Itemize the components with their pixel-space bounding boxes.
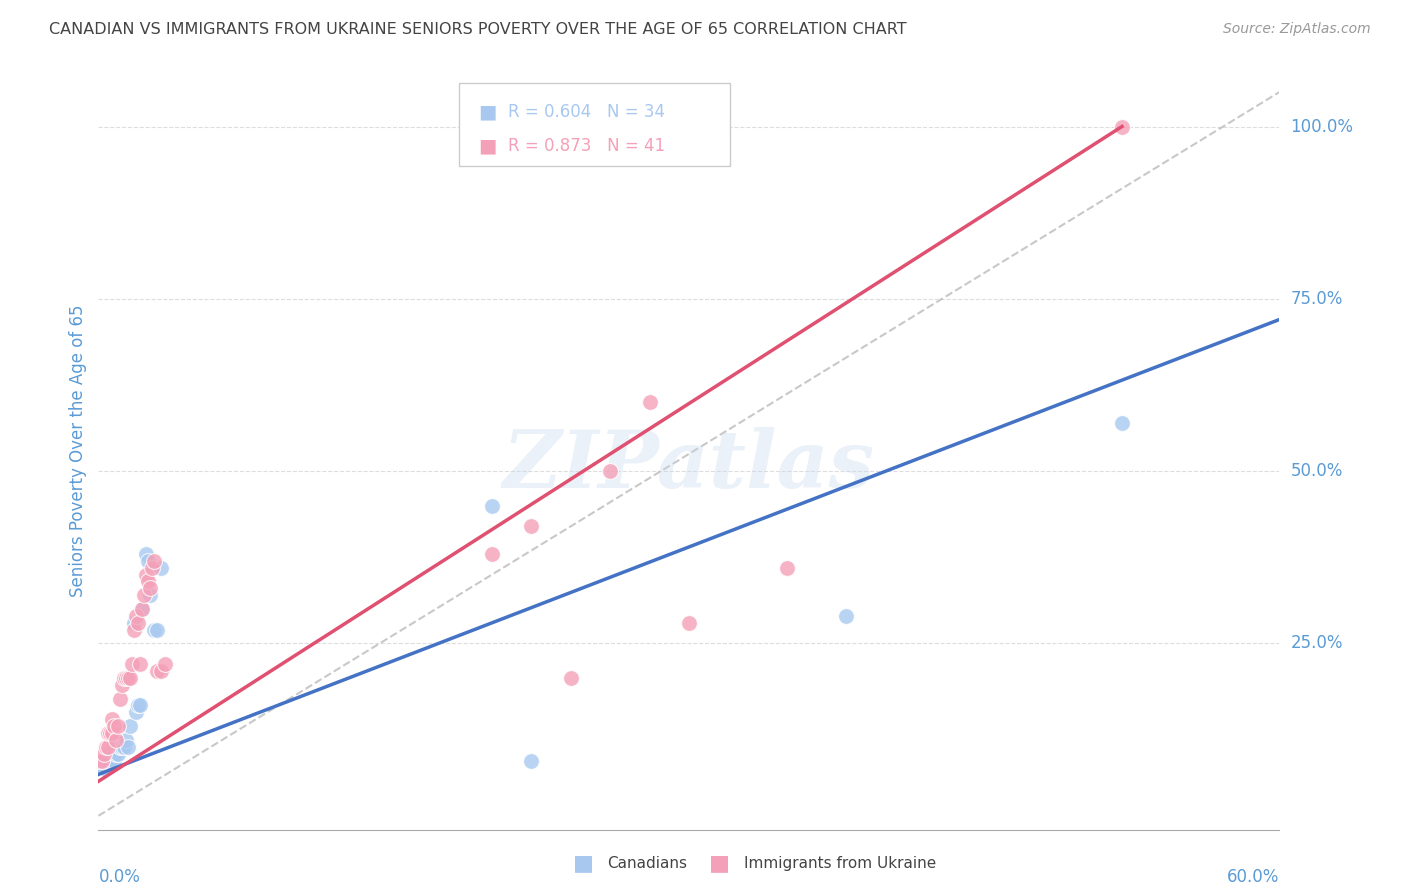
Point bbox=[155, 657, 177, 672]
Point bbox=[89, 760, 111, 774]
Point bbox=[125, 608, 148, 623]
Point bbox=[678, 615, 700, 630]
Point bbox=[91, 754, 114, 768]
Point bbox=[138, 588, 160, 602]
Point bbox=[97, 726, 120, 740]
Text: 0.0%: 0.0% bbox=[98, 869, 141, 887]
Point bbox=[599, 464, 621, 478]
Point bbox=[118, 671, 141, 685]
Point bbox=[91, 754, 114, 768]
Text: ■: ■ bbox=[478, 102, 498, 121]
Point bbox=[146, 623, 169, 637]
Point bbox=[141, 560, 163, 574]
Point bbox=[776, 560, 799, 574]
Point bbox=[136, 574, 159, 589]
Point bbox=[117, 671, 139, 685]
Text: ■: ■ bbox=[574, 854, 593, 873]
Point bbox=[142, 554, 165, 568]
Text: 60.0%: 60.0% bbox=[1227, 869, 1279, 887]
Point bbox=[118, 719, 141, 733]
Text: CANADIAN VS IMMIGRANTS FROM UKRAINE SENIORS POVERTY OVER THE AGE OF 65 CORRELATI: CANADIAN VS IMMIGRANTS FROM UKRAINE SENI… bbox=[49, 22, 907, 37]
Point bbox=[122, 623, 145, 637]
Y-axis label: Seniors Poverty Over the Age of 65: Seniors Poverty Over the Age of 65 bbox=[69, 304, 87, 597]
Point bbox=[132, 588, 155, 602]
Point bbox=[96, 739, 118, 754]
Point bbox=[135, 547, 157, 561]
Point bbox=[98, 726, 121, 740]
Point bbox=[128, 698, 150, 713]
Point bbox=[93, 747, 115, 761]
Point bbox=[107, 719, 129, 733]
Text: ■: ■ bbox=[478, 136, 498, 155]
Point bbox=[96, 754, 118, 768]
Point bbox=[89, 754, 111, 768]
Text: Canadians: Canadians bbox=[607, 856, 688, 871]
Point bbox=[98, 747, 121, 761]
Point bbox=[127, 615, 149, 630]
Text: 50.0%: 50.0% bbox=[1291, 462, 1343, 480]
Point bbox=[142, 623, 165, 637]
Point bbox=[520, 519, 543, 533]
Text: ■: ■ bbox=[710, 854, 730, 873]
Point bbox=[481, 499, 503, 513]
Point bbox=[93, 760, 115, 774]
Point bbox=[1111, 120, 1133, 134]
Point bbox=[111, 678, 134, 692]
Point bbox=[105, 733, 128, 747]
Point bbox=[97, 739, 120, 754]
Point bbox=[1111, 416, 1133, 430]
Text: 25.0%: 25.0% bbox=[1291, 634, 1343, 652]
Text: Immigrants from Ukraine: Immigrants from Ukraine bbox=[744, 856, 936, 871]
Point bbox=[131, 602, 153, 616]
Point bbox=[112, 671, 135, 685]
Point bbox=[107, 747, 129, 761]
Point bbox=[103, 719, 125, 733]
Point bbox=[111, 739, 134, 754]
Point bbox=[481, 547, 503, 561]
Point bbox=[117, 739, 139, 754]
FancyBboxPatch shape bbox=[458, 83, 730, 166]
Text: R = 0.873   N = 41: R = 0.873 N = 41 bbox=[508, 136, 665, 154]
Point bbox=[115, 671, 138, 685]
Point bbox=[128, 657, 150, 672]
Point bbox=[560, 671, 582, 685]
Point bbox=[146, 664, 169, 678]
Point bbox=[105, 747, 128, 761]
Point bbox=[135, 567, 157, 582]
Text: Source: ZipAtlas.com: Source: ZipAtlas.com bbox=[1223, 22, 1371, 37]
Point bbox=[125, 706, 148, 720]
Text: 75.0%: 75.0% bbox=[1291, 290, 1343, 308]
Point bbox=[520, 754, 543, 768]
Text: 100.0%: 100.0% bbox=[1291, 118, 1354, 136]
Point bbox=[101, 712, 124, 726]
Point bbox=[112, 739, 135, 754]
Point bbox=[122, 615, 145, 630]
Point bbox=[150, 664, 173, 678]
Point bbox=[108, 691, 131, 706]
Point bbox=[97, 754, 120, 768]
Text: R = 0.604   N = 34: R = 0.604 N = 34 bbox=[508, 103, 665, 120]
Point bbox=[101, 747, 124, 761]
Point bbox=[103, 739, 125, 754]
Point bbox=[127, 698, 149, 713]
Point bbox=[150, 560, 173, 574]
Point bbox=[115, 733, 138, 747]
Point bbox=[121, 657, 143, 672]
Point bbox=[638, 395, 661, 409]
Point bbox=[103, 754, 125, 768]
Point bbox=[136, 554, 159, 568]
Point bbox=[131, 602, 153, 616]
Point bbox=[101, 726, 124, 740]
Text: ZIPatlas: ZIPatlas bbox=[503, 427, 875, 504]
Point bbox=[835, 608, 858, 623]
Point bbox=[97, 747, 120, 761]
Point bbox=[108, 739, 131, 754]
Point bbox=[98, 754, 121, 768]
Point bbox=[138, 582, 160, 596]
